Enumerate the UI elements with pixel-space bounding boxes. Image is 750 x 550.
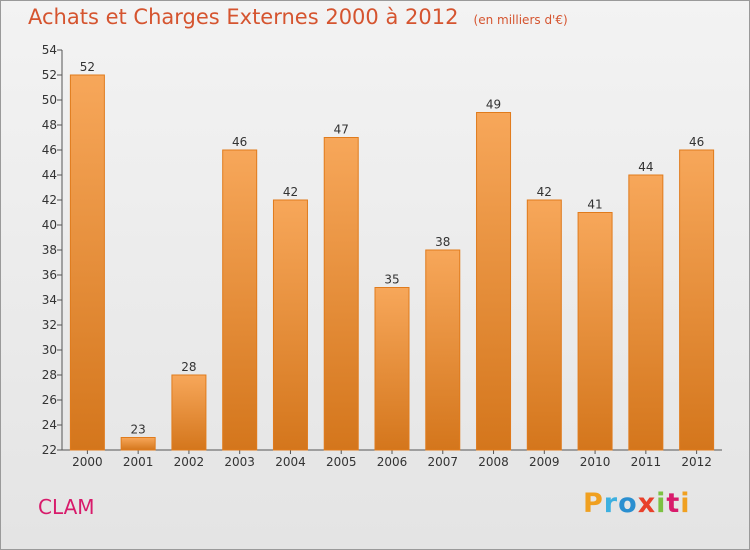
y-tick-label: 44 [42,168,57,182]
bar-2003 [222,149,258,451]
chart-title: Achats et Charges Externes 2000 à 2012 (… [28,5,568,29]
value-label-2005: 47 [334,123,349,137]
x-tick-label-2004: 2004 [275,455,306,469]
x-tick-label-2007: 2007 [427,455,458,469]
y-tick-label: 52 [42,68,57,82]
value-label-2001: 23 [131,423,146,437]
logo-letter: P [583,488,604,519]
y-tick-label: 48 [42,118,57,132]
bar-2008 [476,112,512,451]
y-tick-label: 24 [42,418,57,432]
bar-2012 [679,149,715,451]
x-tick-label-2005: 2005 [326,455,357,469]
bar-2001 [120,437,156,451]
chart-subtitle: (en milliers d'€) [473,13,568,27]
y-tick-label: 42 [42,193,57,207]
chart-title-main: Achats et Charges Externes 2000 à 2012 [28,5,459,29]
x-tick-label-2000: 2000 [72,455,103,469]
logo-letter: i [680,488,691,519]
bar-2009 [526,199,562,451]
x-tick-label-2006: 2006 [377,455,408,469]
value-label-2000: 52 [80,60,95,74]
commune-name: CLAM [38,495,95,519]
value-label-2008: 49 [486,98,501,112]
bar-2002 [171,374,207,451]
x-tick-label-2002: 2002 [174,455,205,469]
bar-2005 [323,137,359,451]
y-tick-label: 54 [42,43,57,57]
y-tick-label: 32 [42,318,57,332]
y-tick-label: 30 [42,343,57,357]
logo-letter: t [666,488,681,519]
y-tick-label: 36 [42,268,57,282]
value-label-2004: 42 [283,185,298,199]
x-tick-label-2011: 2011 [631,455,662,469]
y-tick-label: 34 [42,293,57,307]
y-tick-label: 46 [42,143,57,157]
value-label-2007: 38 [435,235,450,249]
x-tick-label-2010: 2010 [580,455,611,469]
logo-letter: x [637,488,657,519]
x-axis: 2000 2001 2002 2003 2004 2005 2006 2007 2008 2009… [62,449,722,469]
bar-2006 [374,287,410,451]
bar-2007 [425,249,461,451]
bar-2011 [628,174,664,451]
y-tick-label: 40 [42,218,57,232]
x-tick-label-2003: 2003 [224,455,255,469]
value-labels: 52 23 28 46 42 47 35 38 49 42 41 44 46 [80,60,705,437]
value-label-2011: 44 [638,160,653,174]
bar-2000 [69,74,105,451]
x-tick-label-2008: 2008 [478,455,509,469]
bar-2004 [272,199,308,451]
value-label-2009: 42 [537,185,552,199]
y-tick-label: 26 [42,393,57,407]
y-tick-label: 28 [42,368,57,382]
x-tick-label-2001: 2001 [123,455,154,469]
proxiti-logo: Proxiti [583,488,691,519]
x-tick-label-2012: 2012 [681,455,712,469]
logo-letter: r [603,488,619,519]
value-label-2003: 46 [232,135,247,149]
x-tick-label-2009: 2009 [529,455,560,469]
bar-2010 [577,212,613,451]
bars [69,74,715,451]
logo-letter: i [656,488,667,519]
value-label-2002: 28 [181,360,196,374]
y-tick-label: 22 [42,443,57,457]
logo-letter: o [618,488,638,519]
value-label-2006: 35 [384,273,399,287]
y-axis: 22 24 26 28 30 32 34 36 38 40 42 44 46 48 50 52 54 [42,43,63,457]
y-tick-label: 38 [42,243,57,257]
value-label-2010: 41 [587,198,602,212]
value-label-2012: 46 [689,135,704,149]
y-tick-label: 50 [42,93,57,107]
